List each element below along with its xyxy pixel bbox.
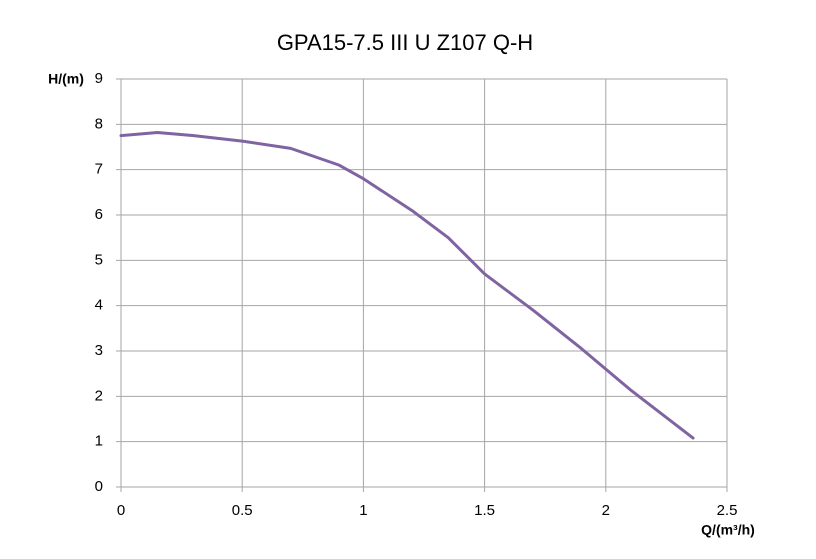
y-tick-label: 7 (95, 161, 103, 178)
chart-title: GPA15-7.5 III U Z107 Q-H (277, 30, 533, 55)
y-tick-label: 6 (95, 206, 103, 223)
y-tick-label: 3 (95, 342, 103, 359)
y-tick-label: 5 (95, 251, 103, 268)
y-tick-label: 2 (95, 387, 103, 404)
y-tick-label: 0 (95, 478, 103, 495)
y-tick-label: 1 (95, 433, 103, 450)
x-tick-label: 0.5 (232, 502, 253, 519)
x-tick-label: 2 (602, 502, 610, 519)
data-line (119, 130, 695, 440)
y-axis-label: H/(m) (48, 71, 84, 87)
x-tick-label: 0 (117, 502, 125, 519)
x-tick-label: 2.5 (717, 502, 738, 519)
y-tick-label: 4 (95, 297, 103, 314)
x-tick-label: 1 (359, 502, 367, 519)
y-tick-label: 8 (95, 115, 103, 132)
x-axis-label: Q/(m³/h) (701, 522, 755, 538)
y-tick-label: 9 (95, 70, 103, 87)
x-tick-label: 1.5 (474, 502, 495, 519)
